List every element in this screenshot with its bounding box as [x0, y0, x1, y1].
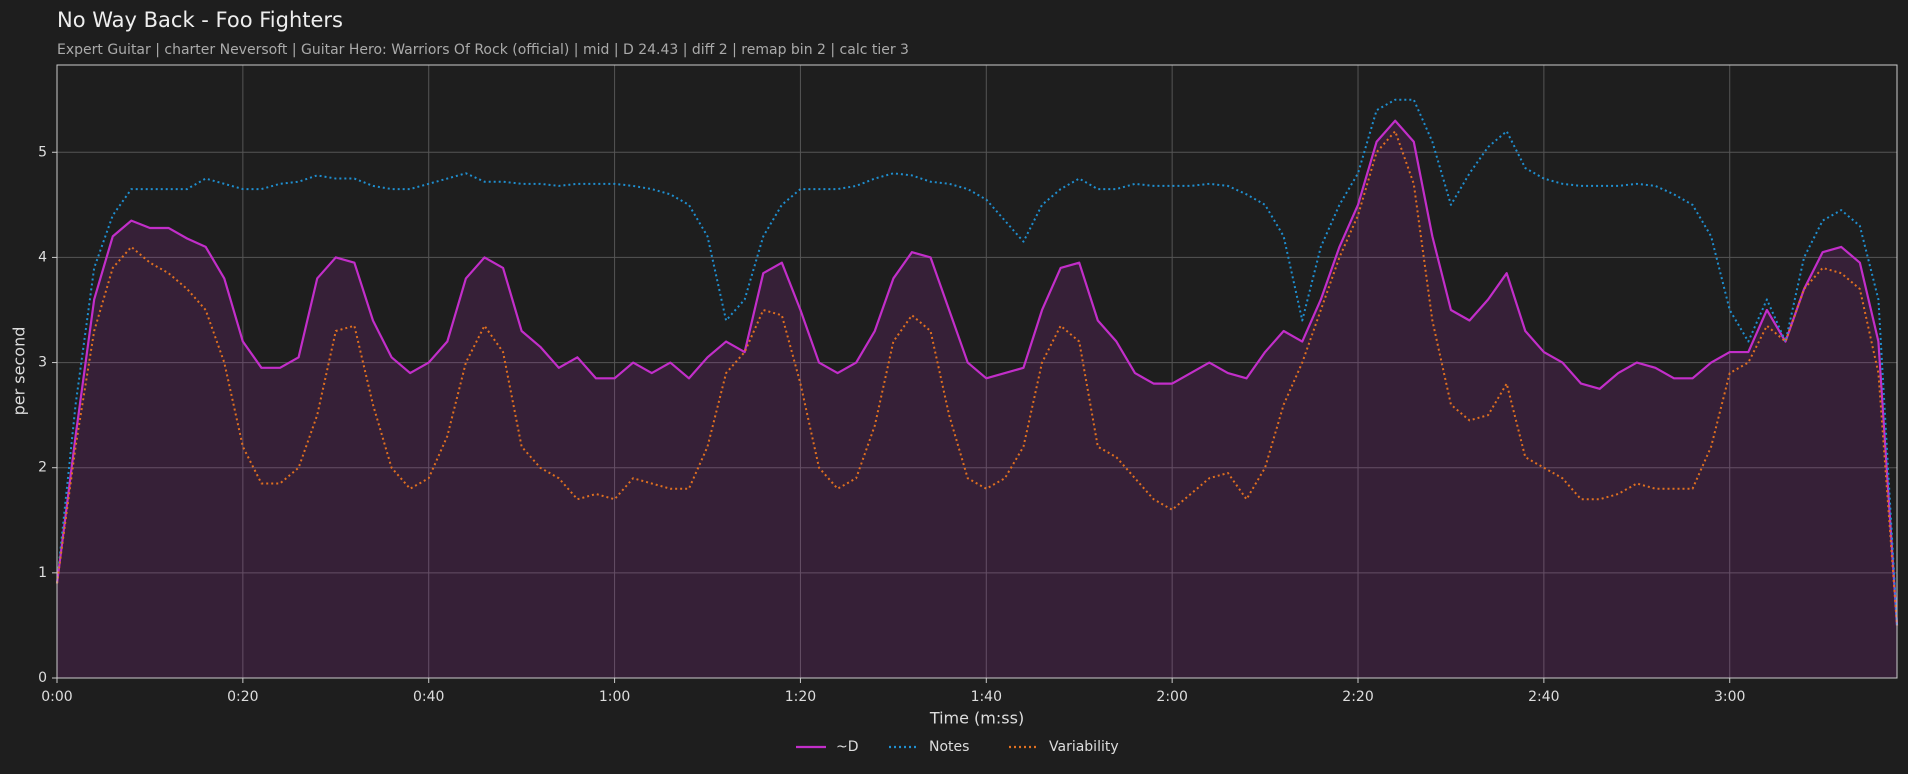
x-axis-label: Time (m:ss) [929, 709, 1024, 728]
x-tick-label: 0:00 [41, 689, 72, 705]
x-tick-label: 2:00 [1156, 689, 1187, 705]
chart-title: No Way Back - Foo Fighters [57, 8, 343, 32]
plot-frame [56, 64, 1898, 679]
series-line [56, 98, 1898, 626]
y-tick-label: 3 [38, 355, 47, 371]
y-tick-label: 2 [38, 460, 47, 476]
legend-label: ~D [836, 739, 859, 755]
chart-subtitle: Expert Guitar | charter Neversoft | Guit… [57, 42, 909, 58]
x-tick-label: 1:40 [971, 689, 1002, 705]
x-tick-label: 1:20 [785, 689, 816, 705]
y-tick-label: 5 [38, 144, 47, 160]
x-tick-label: 2:40 [1528, 689, 1559, 705]
legend-label: Variability [1049, 739, 1119, 755]
y-tick-label: 0 [38, 670, 47, 686]
x-tick-label: 0:40 [413, 689, 444, 705]
y-tick-label: 1 [38, 565, 47, 581]
y-axis-label: per second [10, 327, 29, 416]
series-line [55, 119, 1899, 626]
legend-label: Notes [929, 739, 969, 755]
x-tick-label: 0:20 [227, 689, 258, 705]
area-fill [57, 120, 1897, 678]
series-line [56, 130, 1898, 626]
x-tick-label: 1:00 [599, 689, 630, 705]
y-tick-label: 4 [38, 249, 47, 265]
x-tick-label: 2:20 [1342, 689, 1373, 705]
x-tick-label: 3:00 [1714, 689, 1745, 705]
